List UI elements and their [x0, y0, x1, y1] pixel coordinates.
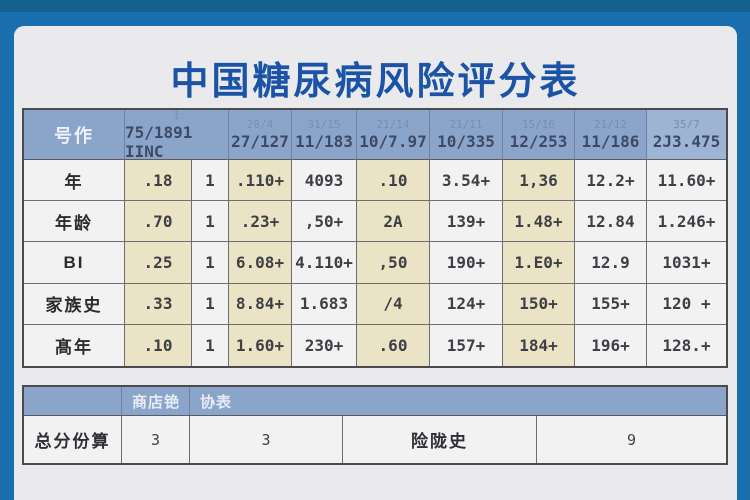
score-header-cell: 协表	[200, 393, 233, 411]
table-cell: 1	[192, 242, 229, 284]
header-top-text: 15/16	[521, 118, 556, 131]
table-cell: .70	[125, 201, 192, 243]
row-label: 年	[24, 160, 125, 202]
table-header-row: 号作 1 75/1891 IINC 28/4 27/127 31/15 11/1…	[24, 108, 726, 161]
header-bottom-text: 11/183	[295, 132, 353, 151]
table-cell: 1.48+	[503, 201, 575, 243]
column-header: 21/12 11/186	[575, 110, 647, 160]
table-cell: 1	[192, 160, 229, 202]
header-top-text: 21/12	[593, 118, 628, 131]
table-cell: .60	[357, 324, 430, 367]
column-header: 31/15 11/183	[292, 110, 357, 160]
table-cell: 6.08+	[229, 242, 292, 284]
table-cell: 1.246+	[647, 201, 726, 243]
table-cell: 120 +	[647, 283, 726, 325]
row-label: BI	[24, 242, 125, 284]
column-header: 15/16 12/253	[503, 110, 575, 160]
column-header: 21/11 10/335	[430, 110, 503, 160]
header-top-text: 21/11	[449, 118, 483, 131]
row-label: 髙年	[24, 324, 125, 367]
corner-header-label: 号作	[54, 125, 94, 146]
score-header-row: 商店铯 协表	[24, 387, 726, 416]
table-cell: 157+	[430, 324, 503, 367]
corner-header-cell: 号作	[24, 110, 125, 160]
table-row: 年龄 .70 1 .23+ ,50+ 2A 139+ 1.48+ 12.84 1…	[24, 201, 726, 243]
header-bottom-text: 75/1891 IINC	[125, 122, 193, 161]
table-cell: 139+	[430, 201, 503, 243]
page-top-strip	[0, 0, 750, 12]
score-cell: 险陇史	[343, 416, 537, 463]
table-cell: 1	[192, 201, 229, 243]
header-bottom-text: 10/7.97	[359, 132, 427, 151]
header-bottom-text: 27/127	[231, 132, 289, 151]
table-cell: 1	[192, 283, 229, 325]
content-card: 中国糖尿病风险评分表 号作 1 75/1891 IINC 28/4 27/127…	[14, 26, 737, 500]
page-title: 中国糖尿病风险评分表	[170, 61, 581, 103]
table-cell: ,50	[357, 242, 430, 284]
table-cell: 11.60+	[647, 160, 726, 202]
table-cell: 4.110+	[292, 242, 357, 284]
header-top-text: 31/15	[307, 118, 341, 131]
header-top-text: 28/4	[246, 118, 274, 131]
table-cell: 1031+	[647, 242, 726, 284]
table-cell: 1.E0+	[503, 242, 575, 284]
table-cell: 184+	[503, 324, 575, 367]
table-cell: .33	[125, 283, 192, 325]
table-cell: 124+	[430, 283, 503, 325]
table-cell: 12.2+	[575, 160, 647, 202]
table-cell: 12.84	[575, 201, 647, 243]
table-row: BI .25 1 6.08+ 4.110+ ,50 190+ 1.E0+ 12.…	[24, 242, 726, 284]
row-label: 年龄	[24, 201, 125, 243]
table-cell: 1	[192, 324, 229, 367]
table-cell: 1.683	[292, 283, 357, 325]
table-cell: 196+	[575, 324, 647, 367]
score-cell: 3	[122, 416, 190, 463]
table-row: 髙年 .10 1 1.60+ 230+ .60 157+ 184+ 196+ 1…	[24, 324, 726, 367]
header-bottom-text: 11/186	[581, 132, 640, 151]
table-row: 家族史 .33 1 8.84+ 1.683 /4 124+ 150+ 155+ …	[24, 283, 726, 325]
table-cell: 128.+	[647, 324, 726, 367]
score-row-label: 总分份算	[24, 416, 122, 463]
column-header: 28/4 27/127	[229, 110, 292, 160]
table-cell: .10	[125, 324, 192, 367]
score-header-cell: 商店铯	[122, 387, 190, 415]
score-header-empty-cell	[24, 387, 122, 415]
header-bottom-text: 12/253	[509, 132, 568, 151]
header-bottom-text: 10/335	[437, 132, 495, 151]
table-cell: .23+	[229, 201, 292, 243]
table-cell: 4093	[292, 160, 357, 202]
header-bottom-text: 2J3.475	[652, 132, 721, 151]
header-top-text: 35/7	[673, 118, 700, 131]
column-header: 1 75/1891 IINC	[125, 108, 229, 161]
table-cell: .10	[357, 160, 430, 202]
score-cell: 3	[190, 416, 343, 463]
table-cell: 1.60+	[229, 324, 292, 367]
table-cell: 230+	[292, 324, 357, 367]
score-cell: 9	[626, 430, 637, 449]
table-cell: 190+	[430, 242, 503, 284]
risk-score-table: 号作 1 75/1891 IINC 28/4 27/127 31/15 11/1…	[22, 108, 728, 368]
header-top-text: 1	[173, 108, 180, 122]
column-header: 21/14 10/7.97	[357, 110, 430, 160]
row-label: 家族史	[24, 283, 125, 325]
table-cell: .110+	[229, 160, 292, 202]
table-cell: 2A	[357, 201, 430, 243]
table-cell: 1,36	[503, 160, 575, 202]
table-cell: /4	[357, 283, 430, 325]
table-cell: 8.84+	[229, 283, 292, 325]
table-row: 年 .18 1 .110+ 4093 .10 3.54+ 1,36 12.2+ …	[24, 160, 726, 202]
table-cell: .18	[125, 160, 192, 202]
total-score-table: 商店铯 协表 总分份算 3 3 险陇史 9	[22, 385, 728, 465]
table-cell: ,50+	[292, 201, 357, 243]
score-value-row: 总分份算 3 3 险陇史 9	[24, 416, 726, 463]
header-top-text: 21/14	[376, 118, 410, 131]
table-cell: 155+	[575, 283, 647, 325]
column-header: 35/7 2J3.475	[647, 110, 726, 160]
table-cell: 150+	[503, 283, 575, 325]
table-cell: .25	[125, 242, 192, 284]
table-cell: 12.9	[575, 242, 647, 284]
table-cell: 3.54+	[430, 160, 503, 202]
